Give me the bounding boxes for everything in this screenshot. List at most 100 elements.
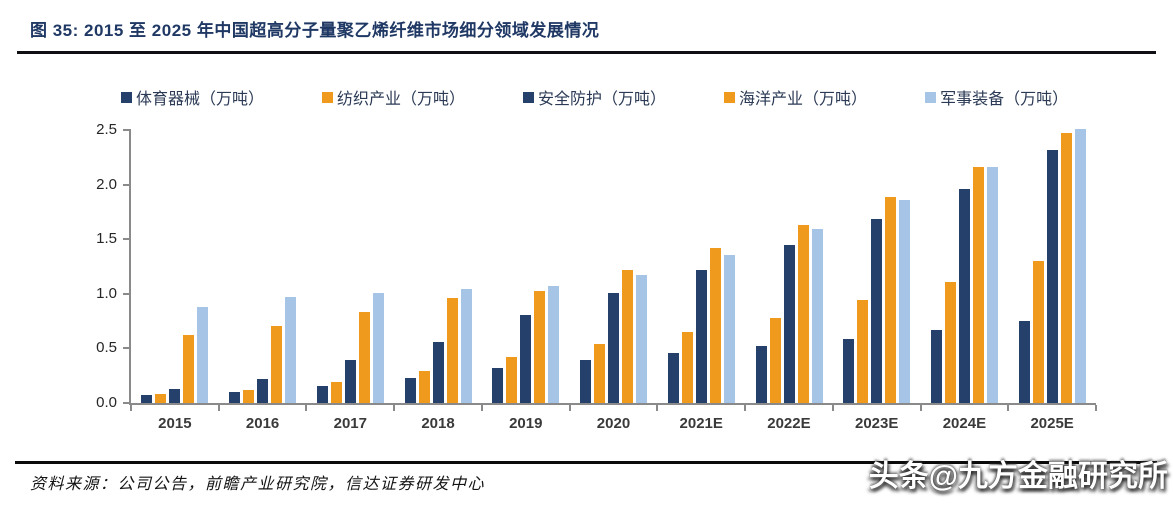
bar (141, 395, 153, 403)
bar (446, 298, 458, 403)
bar (271, 325, 283, 403)
bar (257, 379, 269, 403)
y-axis-tick-label: 1.0 (96, 284, 117, 302)
bar (930, 329, 942, 403)
legend-item: 军事装备（万吨） (925, 85, 1068, 109)
x-axis-tick-label: 2016 (245, 415, 280, 432)
x-axis-tick (919, 405, 922, 411)
bar (358, 312, 370, 403)
x-axis-tick-label: 2019 (509, 415, 543, 432)
bar (1060, 133, 1072, 403)
bar-group (745, 130, 833, 403)
bar-group (833, 130, 921, 403)
title-divider (17, 51, 1156, 54)
bar (811, 229, 823, 403)
x-axis-tick (130, 405, 132, 411)
legend-item: 安全防护（万吨） (523, 85, 666, 109)
bar (899, 199, 911, 403)
x-axis-tick-label: 2025E (1030, 415, 1074, 432)
y-axis-tick (123, 347, 131, 350)
bar (636, 275, 648, 403)
x-axis-tick (217, 405, 220, 411)
x-axis-tick (744, 405, 747, 411)
bar (667, 352, 679, 403)
bar (229, 392, 241, 403)
x-axis-tick-label: 2017 (333, 415, 367, 432)
x-axis-tick-label: 2024E (942, 415, 987, 432)
figure-title: 图 35: 2015 至 2025 年中国超高分子量聚乙烯纤维市场细分领域发展情… (30, 21, 600, 40)
x-axis-tick-label: 2018 (421, 415, 455, 432)
legend-item: 体育器械（万吨） (121, 85, 264, 109)
bar (944, 281, 956, 403)
x-axis-tick (393, 405, 396, 411)
bar (492, 368, 504, 403)
bar (169, 388, 181, 403)
bar (534, 290, 546, 403)
bar-group (394, 130, 482, 403)
bar (797, 225, 809, 403)
y-axis-tick-label: 0.5 (96, 339, 117, 357)
bar (608, 292, 620, 403)
legend-color-swatch (523, 91, 535, 103)
bar-groups (131, 128, 1096, 403)
bar (404, 377, 416, 403)
bar-group (482, 130, 570, 403)
bar (972, 167, 984, 403)
legend-item: 海洋产业（万吨） (724, 85, 867, 109)
bar (344, 360, 356, 403)
bar (316, 385, 328, 403)
x-axis-tick (656, 405, 659, 411)
bar (1018, 321, 1030, 403)
x-axis-tick-label: 2020 (596, 415, 631, 432)
y-axis-tick (123, 402, 131, 404)
bar (155, 394, 167, 403)
bar-group (570, 130, 658, 403)
bar (681, 332, 693, 403)
bar (506, 357, 518, 403)
x-axis-tick-label: 2021E (679, 415, 723, 432)
bar (197, 306, 209, 403)
x-axis-tick (305, 405, 308, 411)
legend-color-swatch (925, 91, 937, 103)
x-axis-tick (568, 405, 571, 411)
bar (857, 300, 869, 403)
bar (958, 189, 970, 403)
legend-color-swatch (121, 91, 132, 103)
bar (418, 371, 430, 403)
x-axis-tick (1007, 405, 1010, 411)
x-axis-tick-label: 2023E (854, 415, 899, 432)
bar (769, 317, 781, 403)
footer-divider (15, 461, 1157, 464)
bar (548, 286, 560, 403)
bar (783, 244, 795, 403)
bar (709, 247, 721, 403)
bar (183, 335, 195, 403)
bar (460, 289, 472, 403)
bar (1046, 149, 1058, 403)
y-axis-tick-label: 2.5 (96, 121, 117, 138)
bar (594, 344, 606, 403)
y-axis-tick (123, 292, 131, 295)
bar (885, 196, 897, 403)
watermark: 头条@九方金融研究所 (868, 460, 1168, 493)
y-axis-tick (123, 129, 131, 131)
bar (871, 218, 883, 403)
bar (372, 292, 384, 403)
bar (243, 389, 255, 403)
bar (755, 346, 767, 403)
plot-area: 0.0 0.5 1.0 1.5 2.0 2.5 2015 2016 2017 2018 2019 20… (96, 121, 1097, 432)
x-axis-tick (1095, 405, 1097, 411)
y-axis-tick-label: 0.0 (96, 394, 117, 411)
y-axis-tick-label: 1.5 (96, 230, 117, 248)
bar (723, 254, 735, 403)
bar (1032, 261, 1044, 403)
bar-group (131, 130, 219, 403)
bar-group (1008, 128, 1096, 403)
bar (622, 269, 634, 403)
x-axis-tick-label: 2022E (767, 415, 811, 432)
bar (580, 360, 592, 403)
y-axis-tick (123, 183, 131, 186)
legend-label: 军事装备（万吨） (940, 91, 1069, 108)
legend-label: 体育器械（万吨） (136, 91, 265, 108)
legend-label: 安全防护（万吨） (538, 91, 667, 108)
